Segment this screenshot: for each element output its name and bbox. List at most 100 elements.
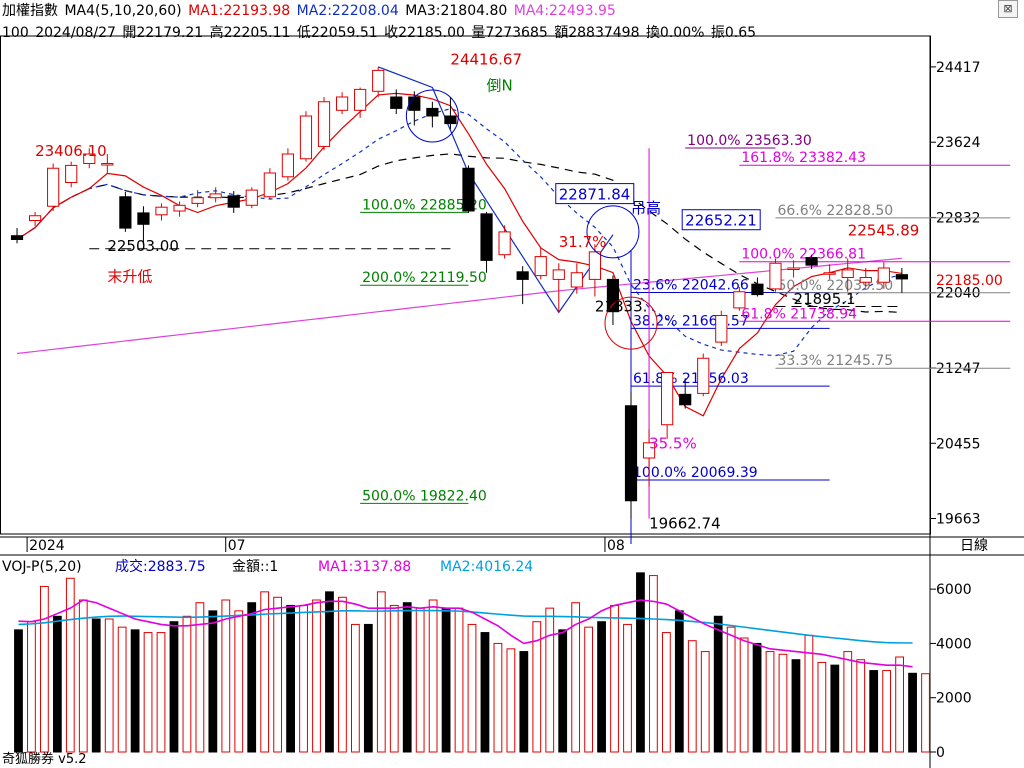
volume-bar[interactable]	[182, 615, 192, 753]
volume-bar[interactable]	[778, 653, 788, 753]
candle-body[interactable]	[317, 101, 331, 147]
volume-bar[interactable]	[856, 659, 866, 753]
candle-body[interactable]	[173, 204, 186, 212]
volume-bar[interactable]	[765, 651, 775, 753]
volume-bar[interactable]	[52, 615, 62, 753]
volume-bar[interactable]	[273, 596, 283, 753]
volume-bar[interactable]	[843, 651, 853, 753]
volume-bar[interactable]	[623, 623, 632, 753]
volume-bar[interactable]	[415, 607, 425, 753]
candle-body[interactable]	[335, 96, 349, 111]
candle-body[interactable]	[390, 96, 403, 109]
volume-bar[interactable]	[571, 602, 581, 753]
volume-bar[interactable]	[208, 610, 218, 753]
candle-body[interactable]	[552, 269, 565, 280]
volume-bar[interactable]	[493, 642, 503, 753]
candle-body[interactable]	[480, 213, 493, 261]
candle-body[interactable]	[661, 372, 674, 426]
candle-body[interactable]	[624, 405, 638, 502]
volume-bar[interactable]	[869, 670, 879, 753]
volume-bar[interactable]	[700, 651, 710, 753]
volume-bar[interactable]	[130, 629, 140, 753]
candle-body[interactable]	[281, 153, 295, 178]
candle-body[interactable]	[841, 269, 854, 278]
volume-bar[interactable]	[325, 591, 334, 753]
volume-bar[interactable]	[350, 623, 360, 753]
volume-bar[interactable]	[195, 602, 205, 753]
volume-bar[interactable]	[363, 623, 373, 753]
volume-bar[interactable]	[908, 672, 917, 753]
volume-bar[interactable]	[247, 602, 257, 753]
candle-body[interactable]	[859, 277, 872, 283]
candle-body[interactable]	[263, 172, 276, 198]
candle-body[interactable]	[606, 278, 620, 313]
candle-body[interactable]	[354, 88, 367, 111]
candle-body[interactable]	[47, 167, 60, 207]
candle-body[interactable]	[119, 196, 132, 229]
candle-body[interactable]	[245, 189, 258, 206]
volume-bar[interactable]	[14, 629, 23, 753]
candle-body[interactable]	[823, 272, 836, 275]
volume-bar[interactable]	[545, 607, 555, 753]
candle-body[interactable]	[65, 164, 78, 183]
volume-bar[interactable]	[649, 575, 658, 753]
volume-bar[interactable]	[376, 591, 386, 753]
volume-bar[interactable]	[91, 618, 101, 753]
candle-body[interactable]	[715, 315, 728, 343]
candle-body[interactable]	[877, 267, 890, 283]
candle-body[interactable]	[191, 197, 204, 204]
volume-bar[interactable]	[752, 642, 762, 753]
volume-bar[interactable]	[506, 648, 516, 753]
volume-bar[interactable]	[791, 659, 801, 753]
volume-bar[interactable]	[610, 604, 619, 753]
candle-body[interactable]	[28, 215, 42, 221]
candle-body[interactable]	[498, 231, 511, 256]
candle-body[interactable]	[679, 393, 692, 406]
volume-bar[interactable]	[584, 626, 594, 753]
candle-body[interactable]	[751, 283, 764, 296]
close-button[interactable]: ⊠	[998, 0, 1018, 18]
candle-body[interactable]	[588, 251, 601, 280]
volume-bar[interactable]	[169, 621, 179, 753]
volume-bar[interactable]	[234, 610, 244, 753]
volume-bar[interactable]	[260, 591, 270, 753]
candle-body[interactable]	[209, 193, 222, 199]
volume-bar[interactable]	[78, 599, 88, 753]
volume-bar[interactable]	[441, 607, 451, 753]
volume-bar[interactable]	[895, 656, 904, 753]
volume-bar[interactable]	[454, 607, 464, 753]
candle-body[interactable]	[733, 291, 746, 309]
volume-bar[interactable]	[739, 637, 749, 753]
volume-bar[interactable]	[687, 640, 697, 753]
volume-bar[interactable]	[519, 651, 529, 753]
candle-body[interactable]	[570, 272, 583, 288]
candle-body[interactable]	[299, 115, 313, 160]
volume-bar[interactable]	[480, 632, 490, 753]
volume-bar[interactable]	[882, 670, 892, 753]
volume-bar[interactable]	[428, 599, 438, 753]
candle-body[interactable]	[408, 96, 421, 111]
candle-body[interactable]	[805, 257, 818, 266]
candle-body[interactable]	[227, 195, 240, 208]
volume-bar[interactable]	[143, 632, 153, 753]
volume-bar[interactable]	[104, 618, 114, 753]
volume-bar[interactable]	[558, 629, 568, 753]
volume-bar[interactable]	[661, 632, 671, 753]
volume-bar[interactable]	[921, 673, 930, 753]
volume-bar[interactable]	[726, 626, 736, 753]
volume-bar[interactable]	[312, 599, 321, 753]
candle-body[interactable]	[462, 167, 475, 212]
volume-bar[interactable]	[830, 664, 840, 753]
volume-bar[interactable]	[636, 572, 645, 753]
candle-body[interactable]	[895, 274, 908, 280]
volume-bar[interactable]	[117, 626, 127, 753]
candle-body[interactable]	[83, 153, 96, 164]
volume-bar[interactable]	[40, 585, 49, 753]
volume-bar[interactable]	[532, 621, 542, 753]
candle-body[interactable]	[787, 267, 800, 270]
ma-settings[interactable]: MA4(5,10,20,60)	[64, 3, 182, 19]
volume-bar[interactable]	[338, 596, 347, 753]
candle-body[interactable]	[697, 357, 710, 394]
candle-body[interactable]	[372, 69, 385, 92]
candle-body[interactable]	[444, 115, 457, 125]
